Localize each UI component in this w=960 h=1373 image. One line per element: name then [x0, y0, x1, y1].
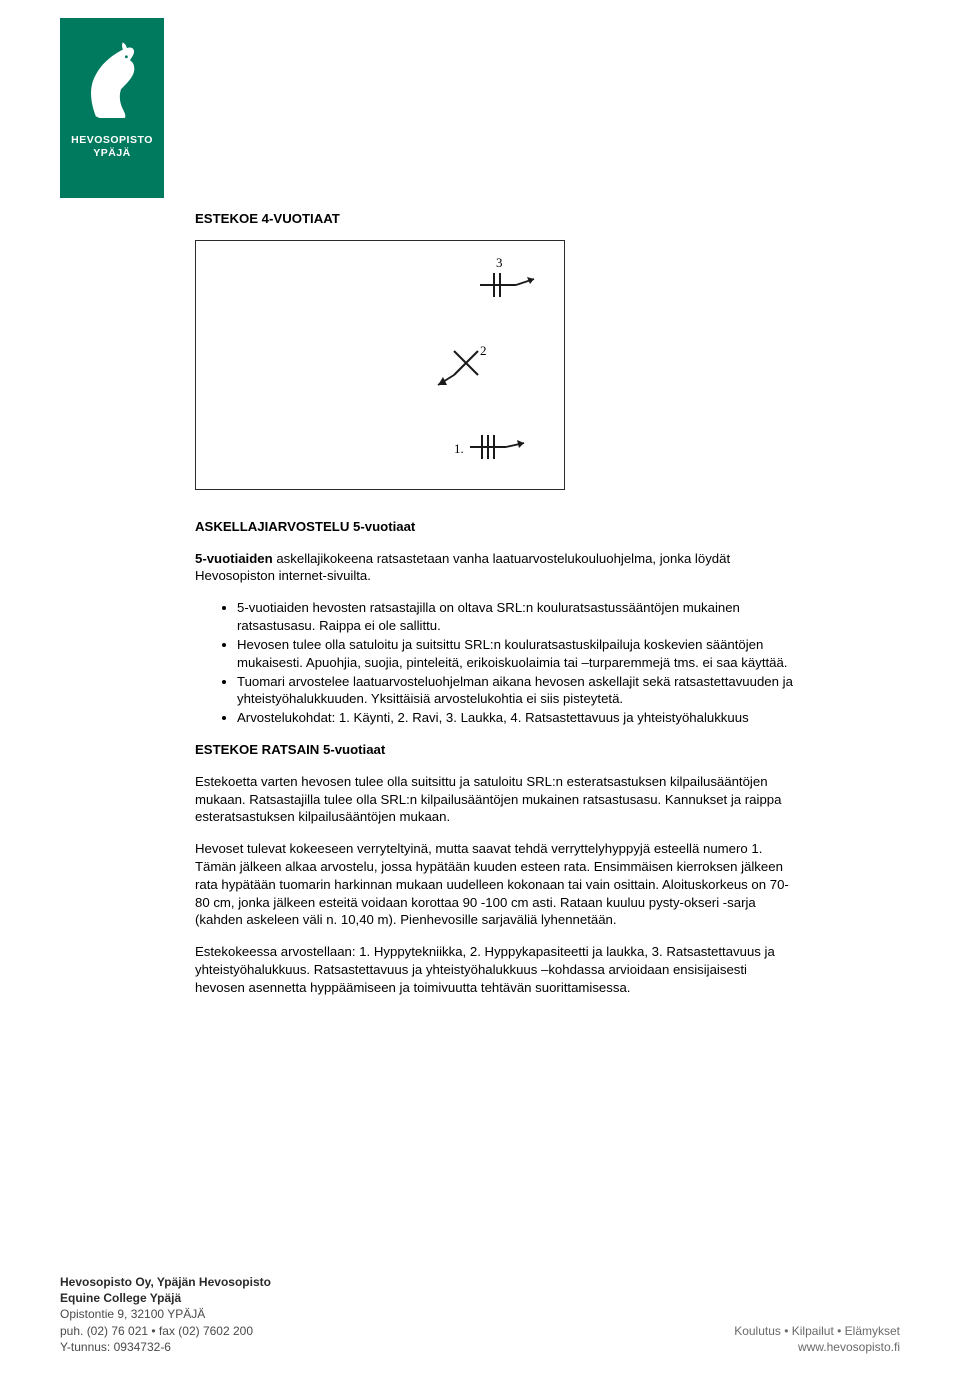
footer-company: Hevosopisto Oy, Ypäjän Hevosopisto — [60, 1274, 271, 1290]
section1-bullets: 5-vuotiaiden hevosten ratsastajilla on o… — [195, 599, 795, 727]
list-item: Tuomari arvostelee laatuarvosteluohjelma… — [237, 673, 795, 709]
footer-phone: puh. (02) 76 021 • fax (02) 7602 200 — [60, 1323, 271, 1339]
jump-1-label: 1. — [454, 441, 464, 456]
jump-3-label: 3 — [496, 255, 503, 270]
footer-tagline: Koulutus • Kilpailut • Elämykset — [734, 1323, 900, 1339]
list-item: 5-vuotiaiden hevosten ratsastajilla on o… — [237, 599, 795, 635]
document-body: ESTEKOE 4-VUOTIAAT 3 2 — [195, 210, 795, 1011]
logo-text: HEVOSOPISTO YPÄJÄ — [71, 134, 153, 160]
footer-address: Opistontie 9, 32100 YPÄJÄ — [60, 1306, 271, 1322]
jump-3: 3 — [466, 255, 546, 306]
section2-para-1: Estekoetta varten hevosen tulee olla sui… — [195, 773, 795, 826]
page-footer: Hevosopisto Oy, Ypäjän Hevosopisto Equin… — [60, 1274, 900, 1355]
heading-askellaji-5: ASKELLAJIARVOSTELU 5-vuotiaat — [195, 518, 795, 536]
jump-2-label: 2 — [480, 343, 487, 358]
heading-estekoe-ratsain-5: ESTEKOE RATSAIN 5-vuotiaat — [195, 741, 795, 759]
section1-intro-bold: 5-vuotiaiden — [195, 551, 273, 566]
course-diagram: 3 2 1. — [195, 240, 565, 490]
section1-intro-rest: askellajikokeena ratsastetaan vanha laat… — [195, 551, 730, 584]
section1-intro: 5-vuotiaiden askellajikokeena ratsasteta… — [195, 550, 795, 586]
jump-2: 2 — [426, 339, 506, 400]
jump-1: 1. — [448, 421, 538, 476]
horse-icon — [76, 36, 148, 128]
heading-estekoe-4: ESTEKOE 4-VUOTIAAT — [195, 210, 795, 228]
logo-line1: HEVOSOPISTO — [71, 134, 153, 146]
list-item: Arvostelukohdat: 1. Käynti, 2. Ravi, 3. … — [237, 709, 795, 727]
footer-vat: Y-tunnus: 0934732-6 — [60, 1339, 271, 1355]
section2-para-3: Estekokeessa arvostellaan: 1. Hyppytekni… — [195, 943, 795, 996]
logo: HEVOSOPISTO YPÄJÄ — [60, 18, 164, 198]
logo-line2: YPÄJÄ — [93, 147, 131, 159]
footer-right: Koulutus • Kilpailut • Elämykset www.hev… — [734, 1323, 900, 1355]
list-item: Hevosen tulee olla satuloitu ja suitsitt… — [237, 636, 795, 672]
footer-company-en: Equine College Ypäjä — [60, 1290, 271, 1306]
footer-url: www.hevosopisto.fi — [734, 1339, 900, 1355]
section2-para-2: Hevoset tulevat kokeeseen verryteltyinä,… — [195, 840, 795, 929]
footer-left: Hevosopisto Oy, Ypäjän Hevosopisto Equin… — [60, 1274, 271, 1355]
